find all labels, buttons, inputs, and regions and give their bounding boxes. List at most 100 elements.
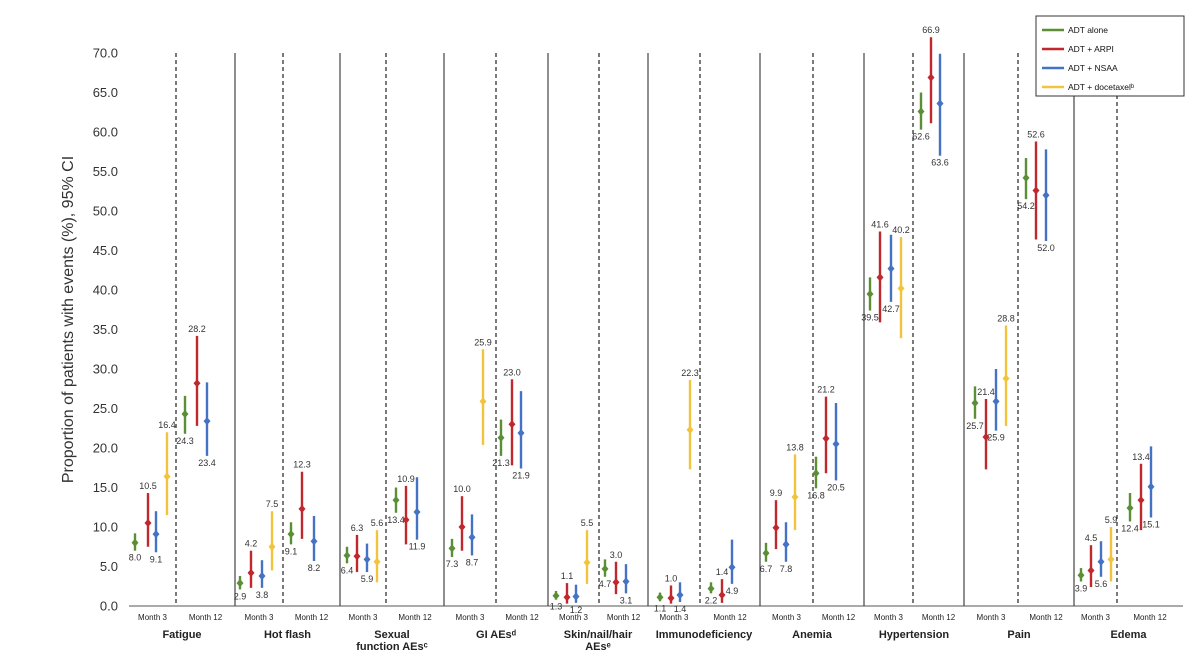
point-marker [686, 425, 694, 434]
y-tick-label: 15.0 [93, 480, 118, 495]
data-point: 4.2 [245, 539, 258, 588]
point-marker [866, 289, 874, 298]
data-point: 24.3 [176, 395, 194, 446]
point-marker [1126, 504, 1134, 513]
data-point: 12.3 [293, 460, 311, 539]
data-label: 9.1 [285, 546, 298, 556]
data-point: 9.1 [150, 511, 162, 564]
y-tick-label: 0.0 [100, 599, 118, 614]
data-label: 24.3 [176, 436, 194, 446]
data-label: 11.9 [409, 542, 426, 552]
point-marker [622, 577, 630, 586]
data-point: 41.6 [871, 220, 889, 323]
category-label: Hot flash [264, 629, 311, 641]
point-marker [887, 264, 895, 273]
data-point: 13.8 [786, 442, 804, 531]
y-tick-label: 35.0 [93, 322, 118, 337]
point-marker [718, 590, 726, 599]
data-label: 21.3 [492, 458, 510, 468]
data-point: 2.2 [705, 582, 717, 605]
data-point: 1.1 [561, 571, 573, 604]
data-point: 22.3 [681, 368, 699, 470]
data-point: 5.6 [371, 518, 383, 583]
point-marker [936, 99, 944, 108]
data-point: 6.7 [760, 542, 772, 574]
data-point: 25.9 [987, 369, 1005, 443]
data-point: 1.0 [665, 573, 677, 604]
data-label: 9.9 [770, 488, 783, 498]
data-point: 52.6 [1027, 129, 1045, 240]
data-label: 3.9 [1075, 584, 1088, 594]
data-label: 41.6 [871, 220, 889, 230]
data-label: 21.9 [512, 471, 530, 481]
point-marker [497, 433, 505, 442]
data-label: 12.4 [1121, 523, 1139, 533]
data-label: 66.9 [922, 25, 940, 35]
data-label: 1.1 [654, 603, 667, 613]
data-label: 1.4 [674, 604, 687, 614]
point-marker [163, 472, 171, 481]
data-point: 40.2 [892, 225, 910, 339]
data-point: 23.0 [503, 367, 521, 466]
point-marker [402, 515, 410, 524]
data-point: 5.9 [1105, 515, 1117, 582]
category-label: function AEsᶜ [356, 641, 428, 651]
point-marker [1042, 191, 1050, 200]
data-point: 1.1 [654, 592, 667, 613]
month-3-label: Month 3 [349, 613, 378, 622]
point-marker [247, 568, 255, 577]
data-label: 8.7 [466, 557, 479, 567]
point-marker [1032, 186, 1040, 195]
data-label: 21.2 [817, 385, 835, 395]
data-point: 8.7 [466, 514, 479, 567]
point-marker [982, 432, 990, 441]
y-tick-label: 25.0 [93, 401, 118, 416]
data-label: 4.5 [1085, 533, 1098, 543]
category-label: GI AEsᵈ [476, 629, 517, 641]
data-point: 11.9 [409, 477, 426, 552]
data-label: 52.6 [1027, 129, 1045, 139]
month-12-label: Month 12 [505, 613, 539, 622]
point-marker [832, 440, 840, 449]
month-12-label: Month 12 [398, 613, 432, 622]
point-marker [601, 564, 609, 573]
data-label: 23.0 [503, 367, 521, 377]
point-marker [1097, 557, 1105, 566]
data-label: 42.7 [882, 304, 900, 314]
category-label: Hypertension [879, 629, 950, 641]
y-tick-label: 20.0 [93, 441, 118, 456]
point-marker [373, 557, 381, 566]
month-12-label: Month 12 [607, 613, 641, 622]
point-marker [152, 530, 160, 539]
point-marker [812, 469, 820, 478]
data-point: 6.3 [351, 523, 363, 573]
point-marker [1087, 566, 1095, 575]
data-point: 6.4 [341, 546, 353, 575]
point-marker [876, 273, 884, 282]
y-tick-label: 60.0 [93, 125, 118, 140]
month-3-label: Month 3 [772, 613, 801, 622]
data-point: 10.0 [453, 484, 471, 551]
legend-label: ADT alone [1068, 25, 1108, 35]
point-marker [310, 537, 318, 546]
data-point: 5.5 [581, 518, 593, 584]
data-point: 7.8 [780, 522, 792, 574]
data-label: 4.2 [245, 539, 258, 549]
data-label: 62.6 [912, 132, 930, 142]
data-point: 1.3 [550, 590, 563, 612]
data-point: 21.9 [512, 391, 530, 481]
point-marker [552, 591, 560, 600]
point-marker [1022, 173, 1030, 182]
point-marker [782, 540, 790, 549]
point-marker [572, 592, 580, 601]
month-3-label: Month 3 [138, 613, 167, 622]
month-3-label: Month 3 [1081, 613, 1110, 622]
y-tick-label: 30.0 [93, 362, 118, 377]
data-label: 1.3 [550, 602, 563, 612]
data-point: 39.5 [861, 277, 879, 323]
point-marker [458, 523, 466, 531]
month-12-label: Month 12 [189, 613, 223, 622]
data-label: 22.3 [681, 368, 699, 378]
point-marker [971, 398, 979, 407]
